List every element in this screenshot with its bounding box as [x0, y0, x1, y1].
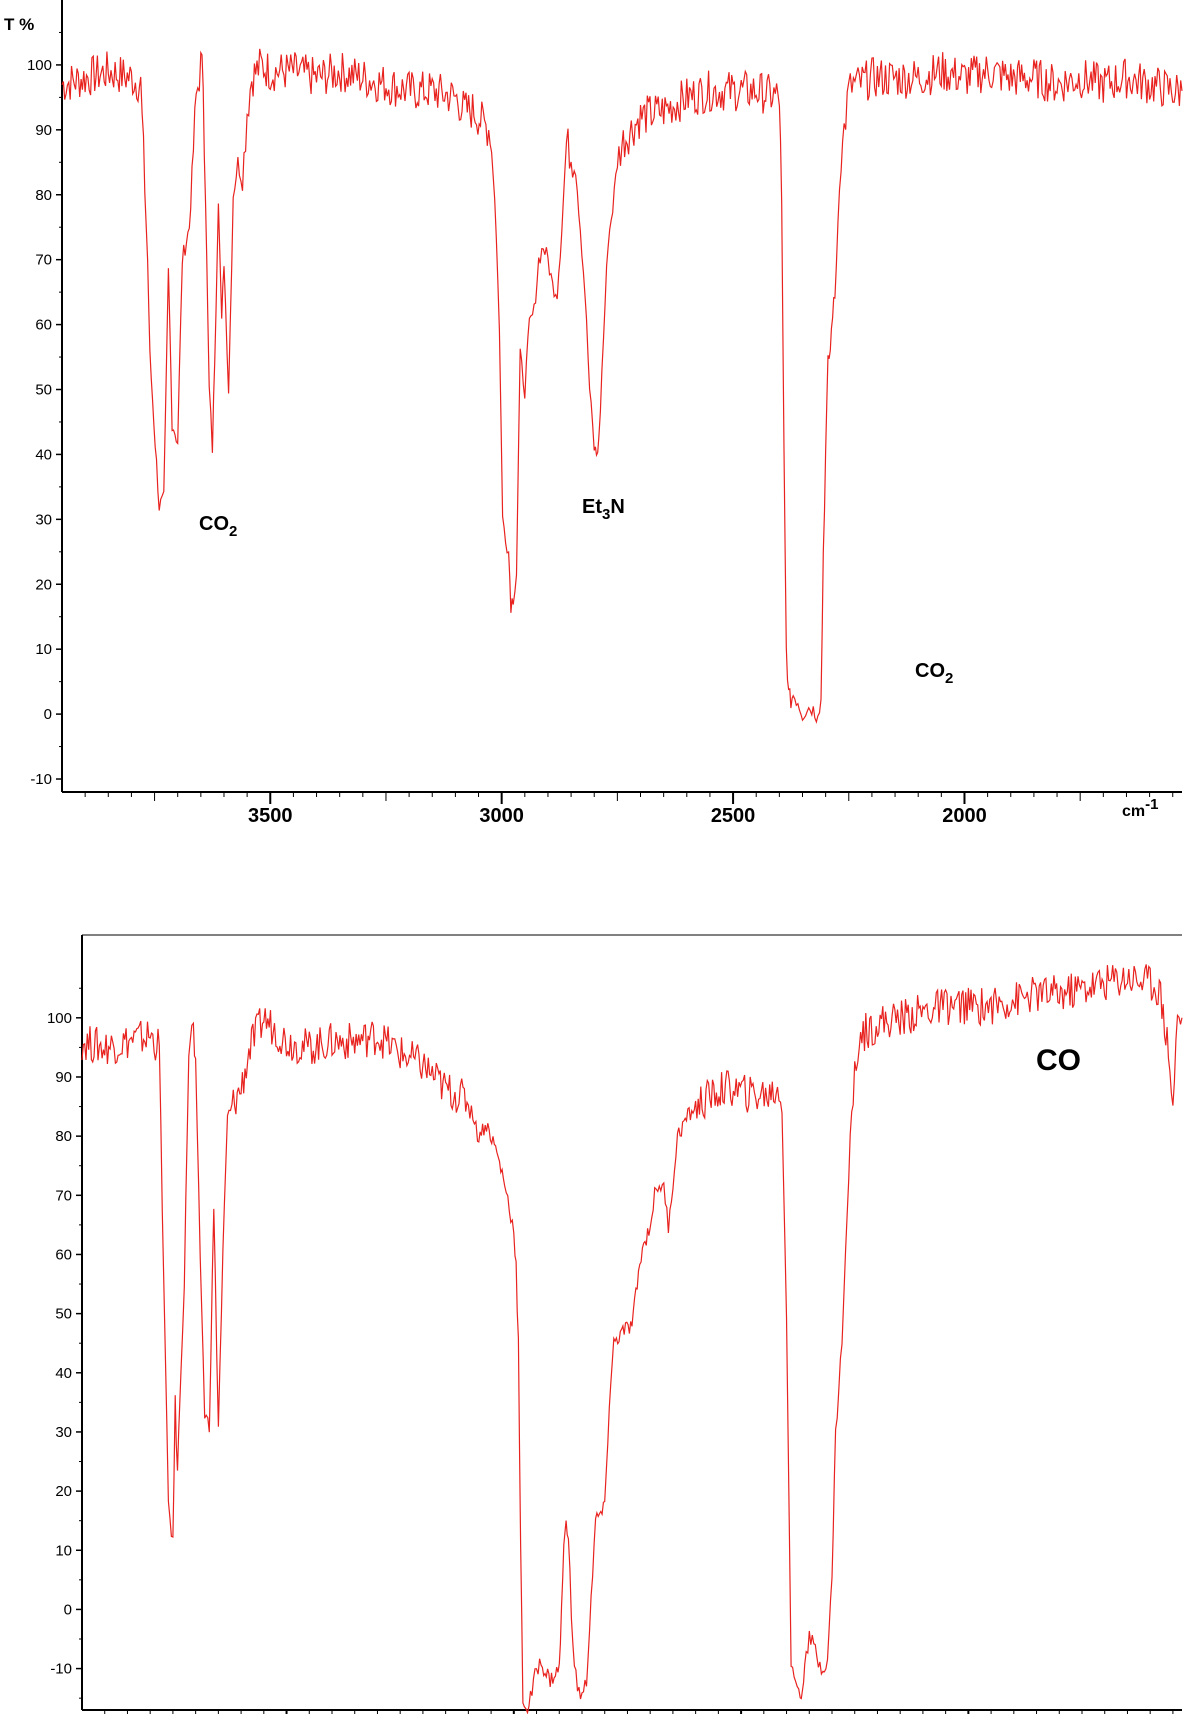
y-tick-label: 80 — [35, 187, 52, 204]
y-tick-label: -10 — [50, 1661, 72, 1678]
y-tick-label: 70 — [55, 1187, 72, 1204]
top-x-axis-unit: cm-1 — [1122, 796, 1158, 820]
annotation-co2-left: CO2 — [199, 513, 237, 540]
bottom-spectrum-line — [81, 964, 1183, 1714]
annotation-co2-right-subscript: 2 — [945, 670, 953, 687]
annotation-et3n-subscript: 3 — [602, 506, 610, 523]
annotation-et3n: Et3N — [582, 496, 625, 523]
y-tick-label: 40 — [55, 1365, 72, 1382]
annotation-co: CO — [1036, 1044, 1081, 1077]
y-tick-label: 100 — [27, 57, 52, 74]
y-tick-label: 20 — [55, 1483, 72, 1500]
y-tick-label: 50 — [35, 382, 52, 399]
y-tick-label: 70 — [35, 252, 52, 269]
top-spectrum-line — [61, 48, 1183, 724]
y-tick-label: 90 — [35, 122, 52, 139]
y-tick-label: 10 — [35, 641, 52, 658]
y-tick-label: -10 — [30, 771, 52, 788]
y-tick-label: 50 — [55, 1306, 72, 1323]
top-x-ticks: 3500 3000 2500 2000 — [84, 792, 1174, 827]
y-tick-label: 0 — [44, 706, 52, 723]
y-tick-label: 30 — [55, 1424, 72, 1441]
x-unit-label: cm — [1122, 803, 1145, 820]
annotation-et3n-n: N — [610, 496, 624, 518]
bottom-spectrum-chart: -10 0 10 20 30 40 50 60 70 80 90 100 CO — [47, 934, 1183, 1714]
y-tick-label: 40 — [35, 446, 52, 463]
top-y-ticks: -10 0 10 20 30 40 50 60 70 80 90 100 — [27, 31, 62, 788]
y-tick-label: 30 — [35, 511, 52, 528]
bottom-x-ticks — [104, 1710, 1174, 1714]
x-tick-label: 2500 — [711, 805, 756, 827]
y-tick-label: 100 — [47, 1010, 72, 1027]
y-tick-label: 10 — [55, 1542, 72, 1559]
annotation-co2-left-subscript: 2 — [229, 523, 237, 540]
y-tick-label: 90 — [55, 1069, 72, 1086]
bottom-y-ticks: -10 0 10 20 30 40 50 60 70 80 90 100 — [47, 987, 82, 1699]
y-tick-label: 20 — [35, 576, 52, 593]
x-tick-label: 2000 — [942, 805, 987, 827]
y-tick-label: 60 — [55, 1246, 72, 1263]
top-y-axis-title: T % — [4, 15, 34, 34]
y-tick-label: 80 — [55, 1128, 72, 1145]
x-tick-label: 3000 — [479, 805, 524, 827]
y-tick-label: 60 — [35, 317, 52, 334]
annotation-co2-right: CO2 — [915, 660, 953, 687]
top-spectrum-chart: -10 0 10 20 30 40 50 60 70 80 90 100 3500 3000 2500 20… — [4, 0, 1183, 827]
x-unit-exponent: -1 — [1145, 796, 1158, 813]
y-tick-label: 0 — [64, 1601, 72, 1618]
x-tick-label: 3500 — [248, 805, 293, 827]
